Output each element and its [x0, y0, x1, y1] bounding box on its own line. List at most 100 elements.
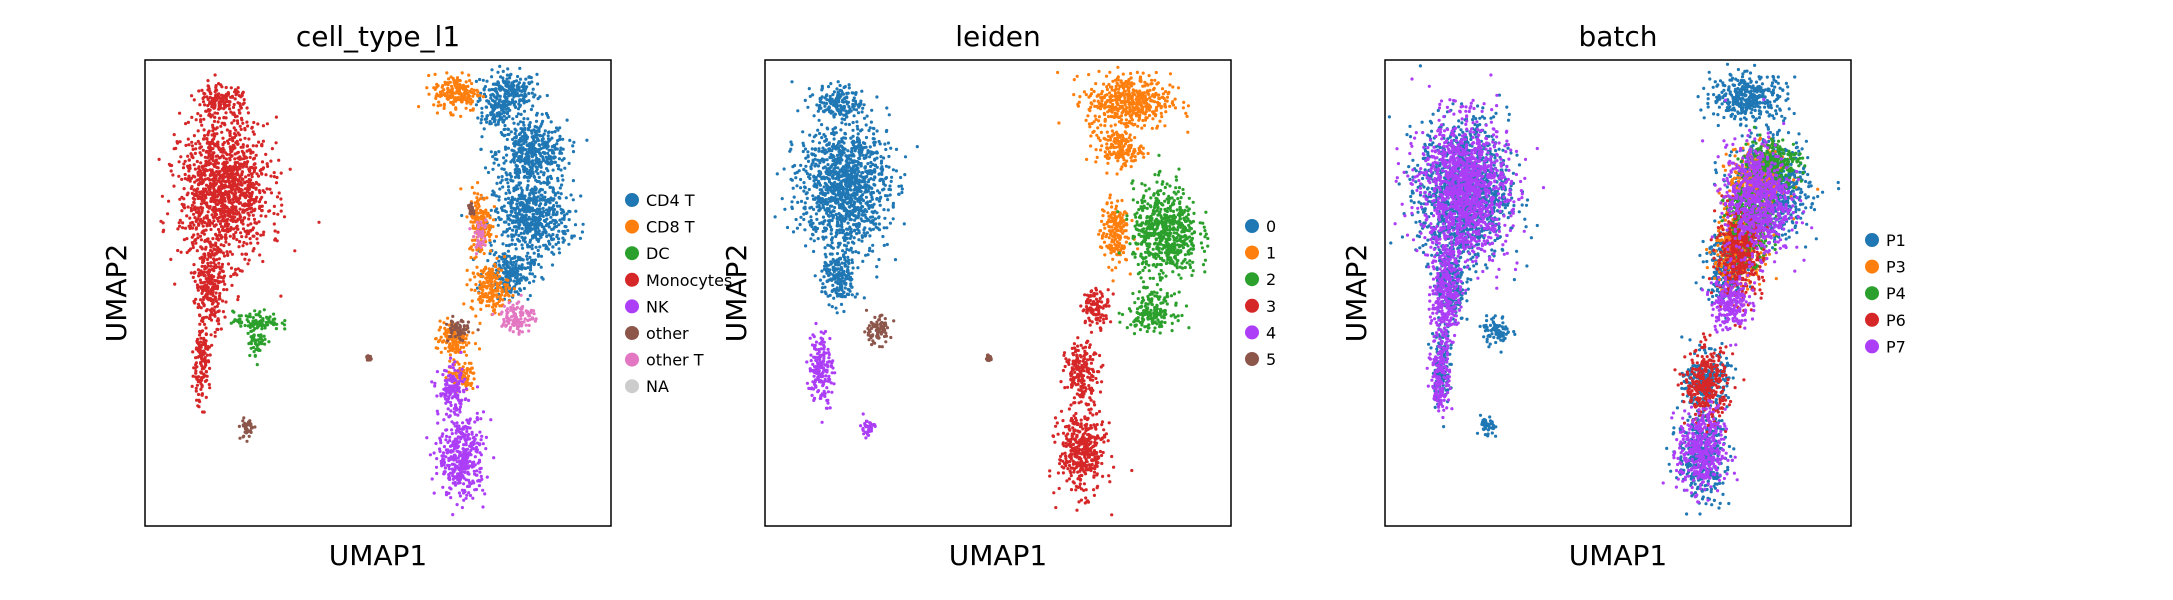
data-point: [510, 238, 514, 242]
data-point: [490, 75, 494, 79]
data-point: [251, 320, 255, 324]
data-point: [453, 350, 457, 354]
data-point: [194, 142, 198, 146]
data-point: [457, 428, 461, 432]
data-point: [206, 210, 210, 214]
data-point: [475, 88, 479, 92]
data-point: [261, 124, 265, 128]
data-point: [269, 174, 273, 178]
data-point: [202, 274, 206, 278]
data-point: [219, 249, 223, 253]
data-point: [472, 91, 476, 95]
data-point: [446, 407, 450, 411]
data-point: [479, 474, 483, 478]
data-point: [202, 232, 206, 236]
data-point: [441, 451, 446, 455]
data-point: [551, 245, 555, 249]
data-point: [505, 292, 509, 296]
data-point: [536, 82, 540, 86]
data-point: [200, 123, 204, 127]
data-point: [536, 254, 541, 258]
data-point: [539, 187, 543, 191]
data-point: [200, 264, 204, 268]
data-point: [481, 488, 485, 492]
data-point: [200, 300, 205, 305]
data-point: [460, 488, 464, 492]
data-point: [479, 269, 483, 273]
data-point: [161, 230, 165, 234]
data-point: [179, 250, 183, 254]
data-point: [224, 300, 228, 304]
data-point: [242, 210, 246, 214]
data-point: [203, 342, 207, 346]
data-point: [198, 322, 202, 326]
data-point: [445, 91, 449, 95]
data-point: [560, 217, 564, 221]
data-point: [203, 103, 207, 107]
data-point: [539, 214, 544, 218]
data-point: [445, 322, 449, 326]
data-point: [204, 395, 208, 399]
data-point: [226, 91, 230, 95]
data-point: [524, 224, 528, 228]
data-point: [209, 227, 213, 232]
data-point: [537, 147, 541, 151]
data-point: [252, 217, 257, 221]
data-point: [248, 155, 252, 159]
data-point: [254, 187, 258, 191]
data-point: [227, 190, 231, 194]
data-point: [224, 95, 228, 99]
data-point: [450, 323, 454, 327]
data-point: [228, 156, 232, 160]
data-point: [449, 444, 453, 448]
data-point: [528, 121, 532, 125]
data-point: [255, 363, 259, 367]
data-point: [498, 187, 502, 191]
data-point: [192, 212, 196, 216]
data-point: [527, 91, 531, 96]
data-point: [193, 197, 197, 201]
data-point: [456, 321, 460, 325]
data-point: [551, 151, 555, 155]
data-point: [480, 291, 484, 295]
data-point: [495, 256, 499, 260]
data-point: [194, 386, 198, 390]
data-point: [247, 137, 251, 141]
data-point: [241, 222, 245, 226]
data-point: [196, 112, 200, 116]
data-point: [478, 430, 482, 434]
data-point: [524, 204, 528, 208]
data-point: [488, 226, 492, 230]
data-point: [236, 227, 240, 231]
data-point: [239, 320, 243, 324]
data-point: [478, 470, 482, 474]
data-point: [255, 232, 260, 236]
data-point: [237, 245, 241, 249]
data-point: [217, 147, 221, 151]
data-point: [449, 329, 453, 333]
data-point: [496, 271, 500, 275]
data-point: [272, 222, 276, 226]
data-point: [502, 220, 507, 224]
data-point: [549, 157, 553, 161]
data-point: [521, 207, 525, 211]
data-point: [510, 98, 515, 102]
data-point: [526, 266, 530, 270]
data-point: [436, 412, 440, 416]
data-point: [555, 210, 559, 214]
data-point: [465, 268, 469, 272]
data-point: [245, 439, 249, 443]
data-point: [225, 288, 229, 292]
data-point: [448, 365, 452, 369]
data-point: [512, 234, 516, 238]
data-point: [166, 212, 170, 216]
data-point: [249, 228, 253, 233]
data-point: [500, 208, 505, 212]
data-point: [213, 334, 217, 338]
data-point: [482, 252, 486, 256]
data-point: [442, 92, 447, 96]
data-point: [550, 149, 554, 153]
data-point: [502, 104, 506, 108]
data-point: [214, 291, 218, 295]
data-point: [223, 196, 227, 200]
